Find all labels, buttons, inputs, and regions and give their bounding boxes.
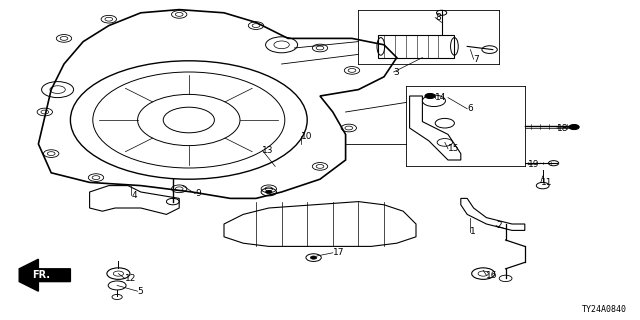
Text: TY24A0840: TY24A0840 [582,305,627,314]
Text: 17: 17 [333,248,344,257]
Text: FR.: FR. [33,270,51,280]
Text: 12: 12 [125,274,136,283]
Text: 16: 16 [486,271,498,280]
Circle shape [425,93,435,99]
Text: 11: 11 [541,178,552,187]
Text: 6: 6 [467,104,473,113]
Text: 3: 3 [394,68,399,76]
Text: 18: 18 [557,124,568,132]
Polygon shape [19,259,70,291]
Text: 5: 5 [138,287,143,296]
Circle shape [266,190,272,194]
Text: 8: 8 [435,13,441,22]
Text: 19: 19 [528,160,540,169]
Text: 2: 2 [496,221,502,230]
Circle shape [569,124,579,130]
Text: 7: 7 [474,55,479,64]
Text: 13: 13 [262,146,274,155]
Circle shape [310,256,317,259]
Text: 15: 15 [448,144,460,153]
Bar [378,35,454,58]
Text: 10: 10 [301,132,312,140]
Text: 14: 14 [435,93,447,102]
Text: 9: 9 [195,189,201,198]
Text: 4: 4 [131,191,137,200]
Text: 1: 1 [470,228,476,236]
